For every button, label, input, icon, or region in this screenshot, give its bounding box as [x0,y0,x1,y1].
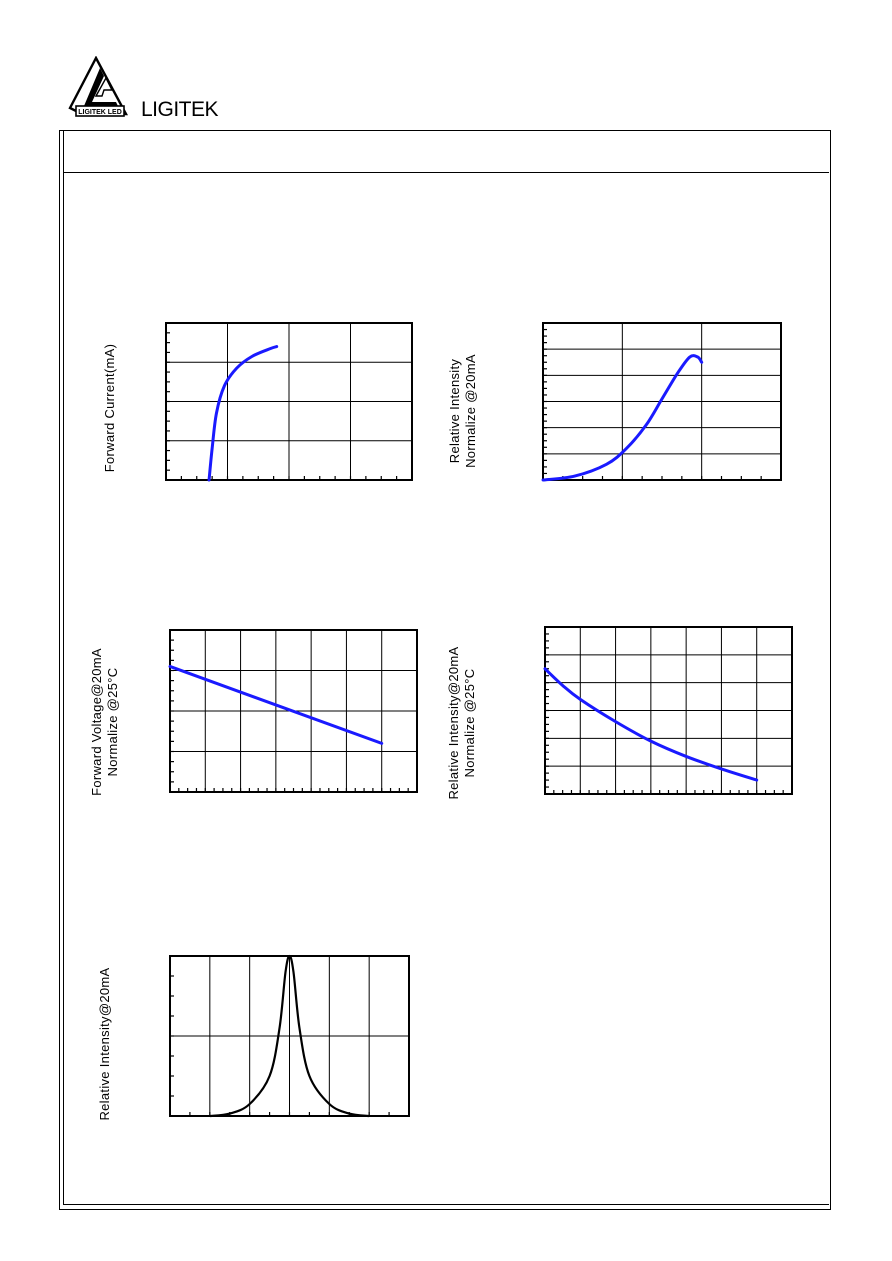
page-frame [59,130,831,1210]
forward-current-chart [165,322,413,482]
relative-intensity-current-chart [541,322,782,482]
ylabel-forward-current: Forward Current(mA) [102,343,117,473]
ylabel-spectrum: Relative Intensity@20mA [97,967,112,1121]
relative-intensity-temp-chart [543,626,793,795]
plot-frame [165,322,413,481]
spectrum-chart [169,954,410,1118]
ylabel-relative-intensity-current: Relative Intensity Normalize @20mA [447,354,478,468]
forward-voltage-temp-chart [168,629,418,793]
header-divider [63,172,829,173]
logo-text: LIGITEK LED [78,109,122,116]
series-line [543,667,759,782]
plot-frame [544,626,793,795]
ligitek-logo-icon: LIGITEK LED [68,56,129,117]
plot-frame [169,629,418,793]
frame-inner-bottom [63,1204,829,1205]
ylabel-relative-intensity-temp: Relative Intensity@20mA Normalize @25°C [446,646,477,800]
series-line [168,664,384,745]
ylabel-forward-voltage-temp: Forward Voltage@20mA Normalize @25°C [89,648,120,796]
brand-name: LIGITEK [141,98,219,121]
plot-frame [542,322,782,481]
frame-inner-border [63,130,64,1204]
series-line [541,354,704,482]
series-line [209,954,370,1118]
series-line [207,345,279,482]
